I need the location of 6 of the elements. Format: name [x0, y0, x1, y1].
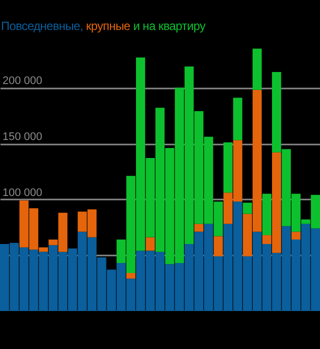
y-tick-label: 200 000 [2, 75, 42, 88]
y-tick-label: 100 000 [2, 186, 42, 199]
text: и на квартиру [133, 19, 206, 33]
text: крупные [86, 19, 130, 33]
y-tick-label: 150 000 [2, 131, 42, 143]
text: Повседневные, [1, 19, 83, 33]
